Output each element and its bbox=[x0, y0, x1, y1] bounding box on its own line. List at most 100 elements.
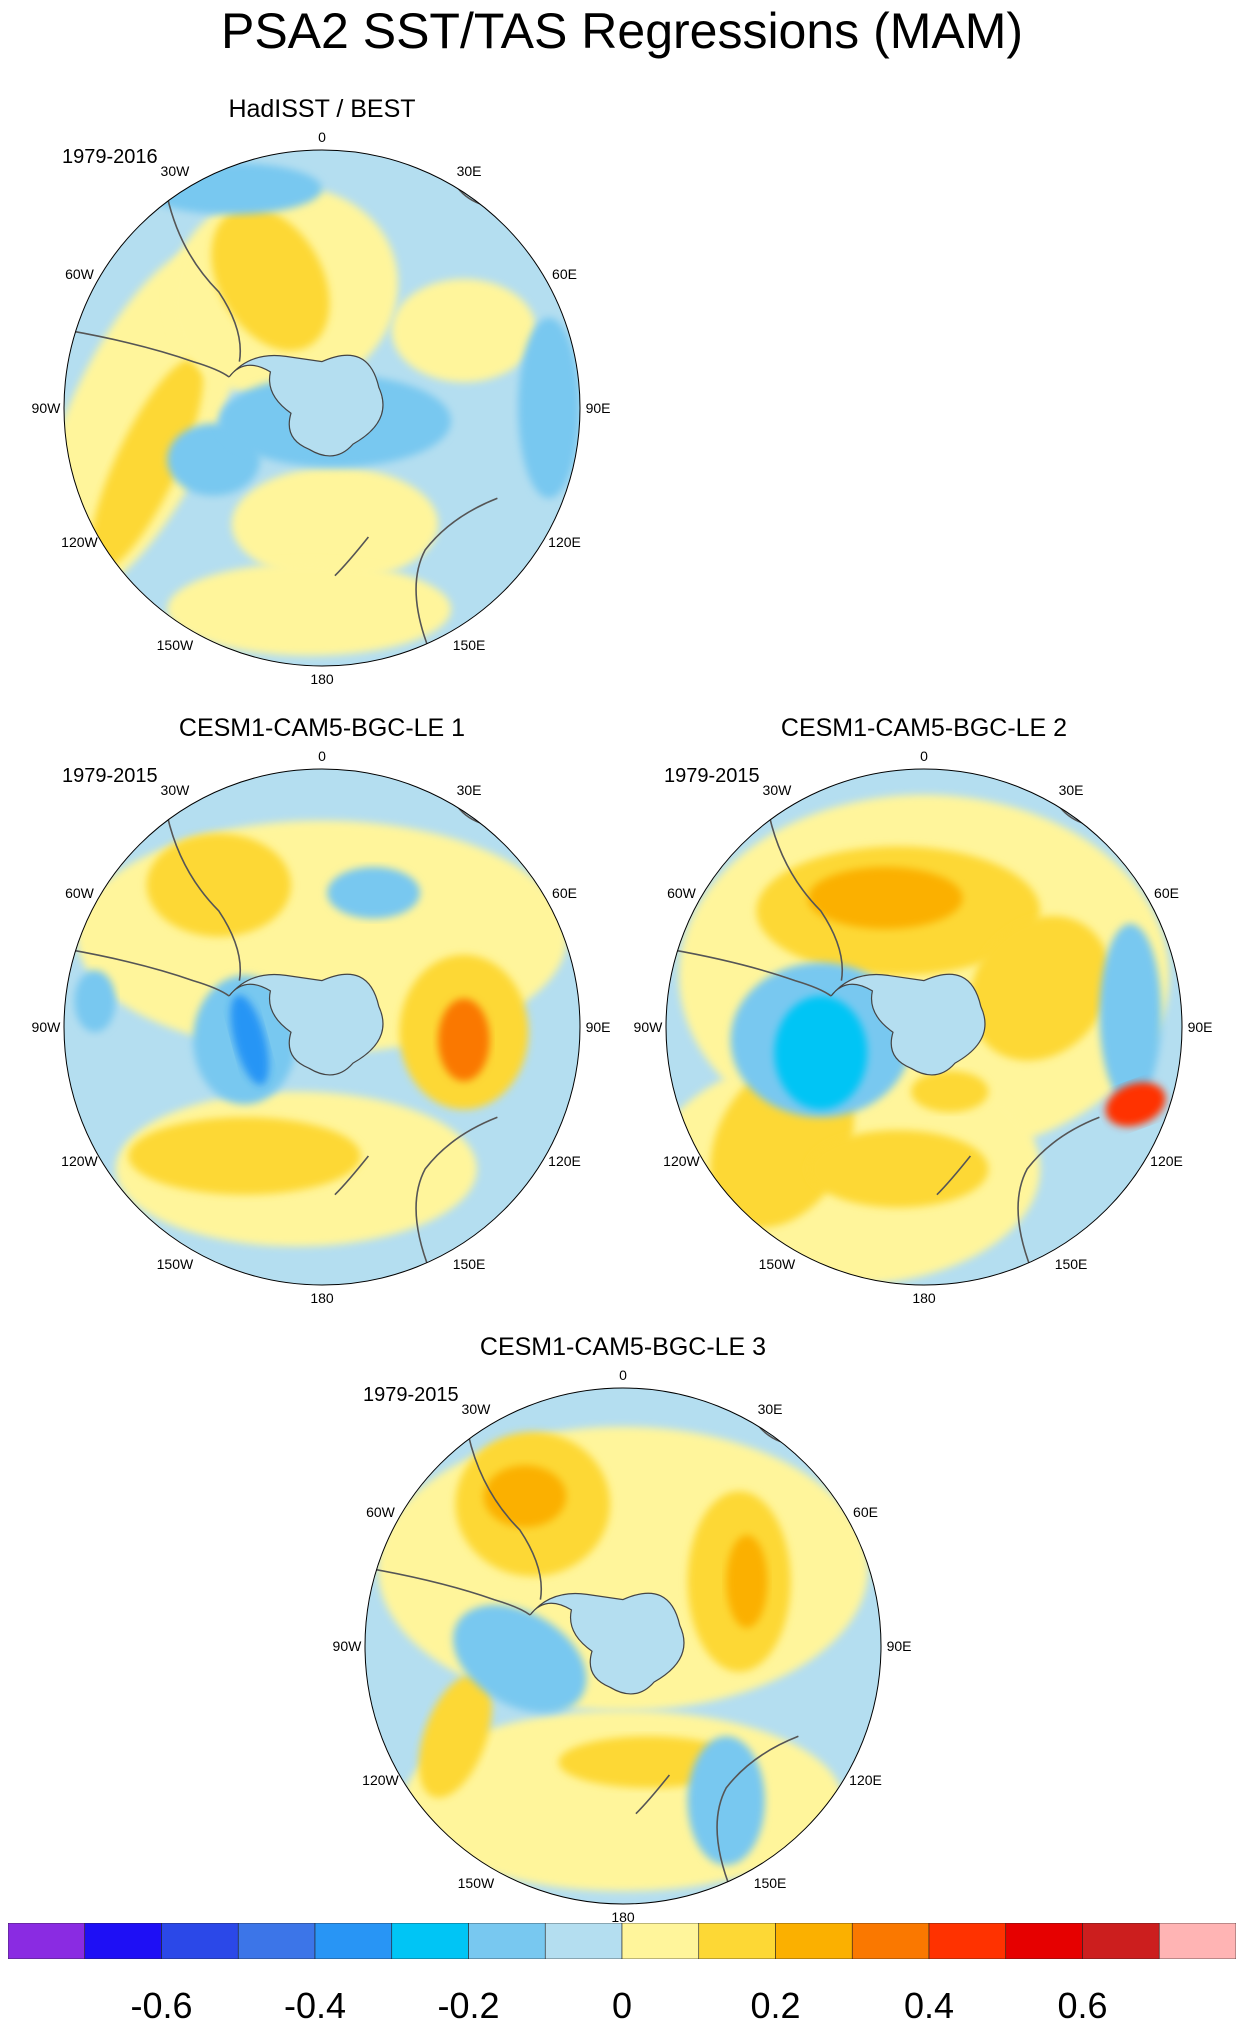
colorbar-swatch bbox=[161, 1923, 239, 1959]
panel-title: HadISST / BEST bbox=[228, 95, 416, 123]
anomaly-region bbox=[438, 998, 490, 1082]
map-border bbox=[63, 149, 581, 667]
coastline bbox=[69, 329, 230, 378]
colorbar-swatch bbox=[314, 1923, 393, 1959]
longitude-label: 60E bbox=[552, 884, 577, 901]
panel-period: 1979-2015 bbox=[363, 1384, 459, 1406]
colorbar-label: -0.2 bbox=[437, 1985, 500, 2026]
coastline bbox=[768, 815, 843, 981]
longitude-label: 150E bbox=[1054, 1256, 1088, 1273]
polar-map bbox=[63, 149, 581, 667]
coastline bbox=[69, 948, 230, 997]
longitude-label: 30E bbox=[456, 162, 482, 179]
longitude-label: 60E bbox=[552, 265, 577, 282]
coastline bbox=[166, 196, 241, 362]
coastline bbox=[936, 1155, 972, 1196]
longitude-label: 0 bbox=[318, 129, 326, 146]
figure-title: PSA2 SST/TAS Regressions (MAM) bbox=[220, 3, 1024, 59]
colorbar-label: 0 bbox=[611, 1985, 633, 2026]
longitude-label: 60E bbox=[1154, 884, 1179, 901]
longitude-label: 90W bbox=[31, 1019, 61, 1035]
coastline bbox=[467, 1434, 542, 1600]
anomaly-region bbox=[969, 915, 1111, 1061]
longitude-label: 90W bbox=[633, 1019, 663, 1035]
map-border bbox=[364, 1387, 882, 1905]
longitude-label: 180 bbox=[310, 670, 334, 687]
colorbar-swatch bbox=[84, 1923, 162, 1959]
longitude-label: 180 bbox=[611, 1908, 635, 1925]
longitude-label: 60W bbox=[667, 884, 696, 901]
longitude-label: 90E bbox=[585, 400, 611, 416]
anomaly-region bbox=[231, 467, 439, 581]
coastline bbox=[370, 1567, 531, 1616]
colorbar-swatch bbox=[775, 1923, 853, 1959]
polar-map bbox=[364, 1387, 882, 1905]
longitude-label: 60W bbox=[65, 265, 94, 282]
longitude-label: 30E bbox=[1058, 781, 1084, 798]
anomaly-region bbox=[911, 1070, 989, 1113]
longitude-label: 60W bbox=[366, 1503, 395, 1520]
colorbar-swatch bbox=[851, 1923, 930, 1959]
longitude-label: 180 bbox=[310, 1289, 334, 1306]
longitude-label: 150E bbox=[753, 1875, 787, 1892]
coastline bbox=[671, 948, 832, 997]
polar-map bbox=[665, 768, 1183, 1286]
anomaly-region bbox=[391, 279, 537, 383]
longitude-label: 60E bbox=[853, 1503, 878, 1520]
longitude-label: 120E bbox=[548, 1153, 581, 1170]
anomaly-region bbox=[807, 1130, 989, 1208]
longitude-label: 90E bbox=[1187, 1019, 1213, 1035]
longitude-label: 120W bbox=[663, 1153, 700, 1170]
coastline bbox=[1017, 1116, 1100, 1273]
longitude-label: 30E bbox=[456, 781, 482, 798]
anomaly-region bbox=[1099, 923, 1162, 1105]
longitude-label: 150W bbox=[156, 1256, 194, 1273]
longitude-label: 150W bbox=[457, 1875, 495, 1892]
longitude-label: 150W bbox=[758, 1256, 796, 1273]
longitude-label: 120E bbox=[1150, 1153, 1183, 1170]
longitude-label: 30E bbox=[757, 1400, 783, 1417]
longitude-label: 90W bbox=[31, 400, 61, 416]
panel-title: CESM1-CAM5-BGC-LE 1 bbox=[178, 714, 466, 742]
anomaly-region bbox=[74, 970, 116, 1033]
longitude-label: 90E bbox=[585, 1019, 611, 1035]
coastline bbox=[635, 1774, 671, 1815]
longitude-label: 150W bbox=[156, 637, 194, 654]
longitude-label: 30W bbox=[461, 1400, 491, 1417]
map-border bbox=[63, 768, 581, 1286]
longitude-label: 150E bbox=[452, 1256, 486, 1273]
colorbar-label: -0.4 bbox=[283, 1985, 347, 2026]
anomaly-region bbox=[483, 1465, 567, 1528]
anomaly-region bbox=[1105, 1082, 1166, 1127]
anomaly-region bbox=[167, 562, 451, 656]
anomaly-region bbox=[726, 1535, 768, 1628]
colorbar-swatch bbox=[698, 1923, 776, 1959]
colorbar-label: 0.2 bbox=[750, 1985, 801, 2026]
panel-period: 1979-2015 bbox=[62, 765, 158, 787]
colorbar-label: -0.6 bbox=[130, 1985, 193, 2026]
anomaly-region bbox=[211, 207, 330, 351]
colorbar-swatch bbox=[621, 1923, 700, 1959]
coastline bbox=[415, 497, 498, 654]
panel-title: CESM1-CAM5-BGC-LE 2 bbox=[780, 714, 1068, 742]
longitude-label: 0 bbox=[619, 1367, 627, 1384]
panel-period: 1979-2016 bbox=[62, 146, 158, 168]
anomaly-region bbox=[230, 994, 269, 1085]
antarctica-coastline bbox=[830, 973, 986, 1076]
antarctica-coastline bbox=[228, 354, 384, 457]
anomaly-region bbox=[146, 833, 292, 937]
colorbar-label: 0.6 bbox=[1057, 1985, 1108, 2026]
panel-title: CESM1-CAM5-BGC-LE 3 bbox=[479, 1333, 767, 1361]
anomaly-region bbox=[327, 867, 421, 919]
longitude-label: 120W bbox=[362, 1772, 399, 1789]
polar-map bbox=[63, 768, 581, 1286]
anomaly-region bbox=[90, 358, 204, 571]
coastline bbox=[716, 1735, 799, 1892]
anomaly-region bbox=[453, 1604, 587, 1713]
anomaly-region bbox=[418, 1674, 492, 1798]
colorbar bbox=[8, 1923, 1236, 1959]
colorbar-swatch bbox=[468, 1923, 546, 1959]
colorbar-swatch bbox=[928, 1923, 1007, 1959]
map-border bbox=[665, 768, 1183, 1286]
colorbar-swatch bbox=[391, 1923, 469, 1959]
